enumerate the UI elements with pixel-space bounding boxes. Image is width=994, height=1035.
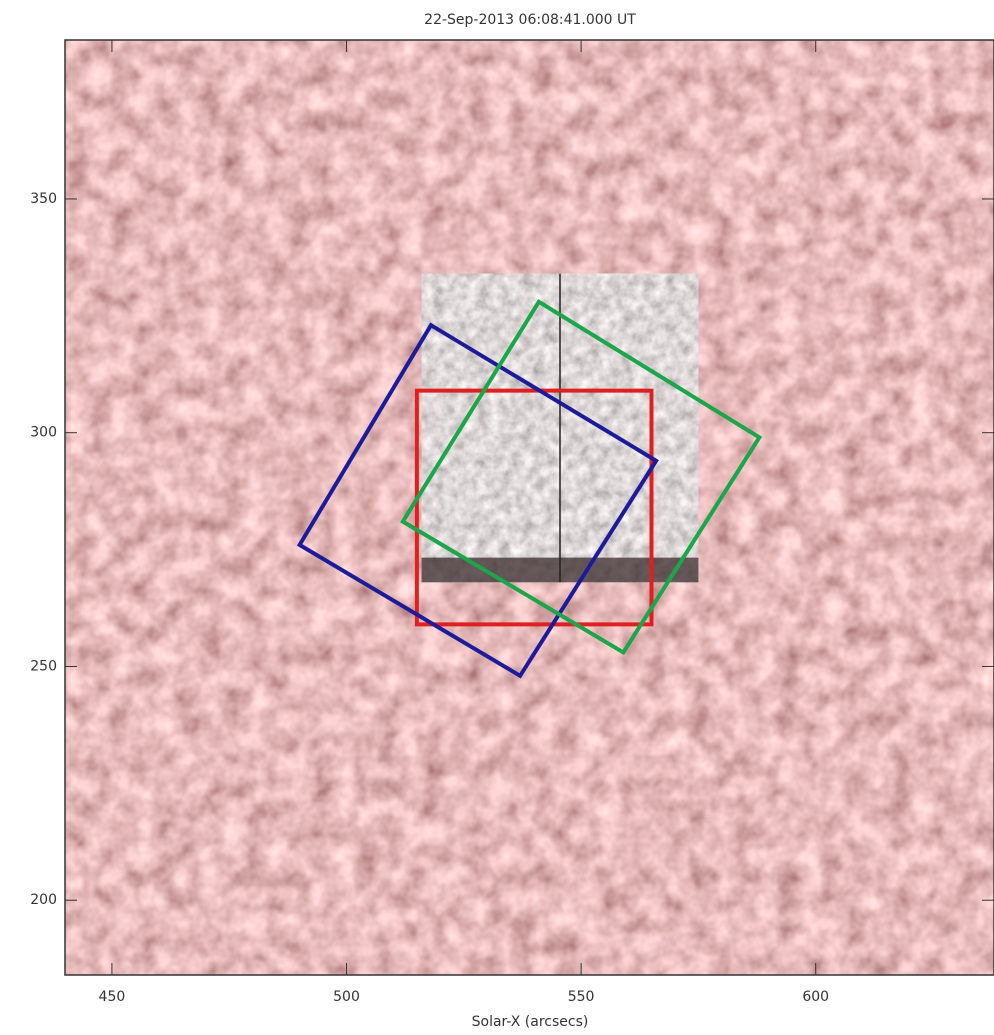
chart: 22-Sep-2013 06:08:41.000 UT Solar-X (arc… [0, 0, 994, 1035]
y-tick-label: 250 [30, 658, 57, 674]
y-tick-label: 200 [30, 892, 57, 908]
y-tick-label: 350 [30, 191, 57, 207]
chart-title: 22-Sep-2013 06:08:41.000 UT [424, 12, 636, 28]
y-tick-label: 300 [30, 425, 57, 441]
x-tick-label: 550 [568, 989, 595, 1005]
x-tick-label: 450 [99, 989, 126, 1005]
x-tick-label: 600 [802, 989, 829, 1005]
x-tick-label: 500 [333, 989, 360, 1005]
x-axis-label: Solar-X (arcsecs) [472, 1014, 589, 1030]
